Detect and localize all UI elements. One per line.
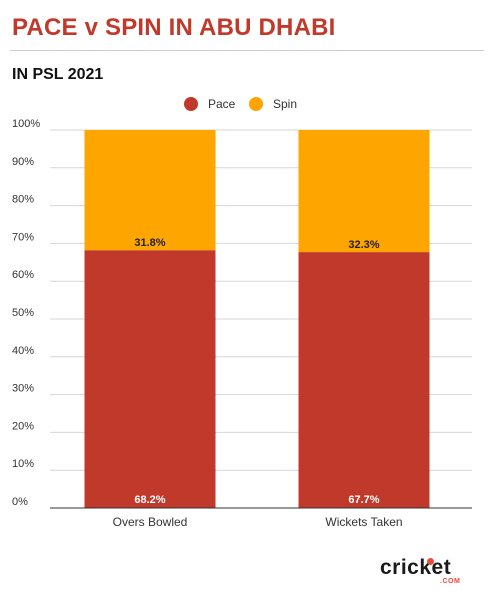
logo-domain: .COM	[440, 578, 461, 585]
data-label: 31.8%	[134, 237, 165, 249]
title-divider	[10, 50, 484, 51]
y-tick-label: 60%	[12, 269, 34, 281]
logo-dot-icon	[427, 558, 434, 565]
chart-subtitle: IN PSL 2021	[12, 66, 104, 83]
y-tick-label: 100%	[12, 118, 40, 130]
logo-wordmark: cricket	[380, 556, 452, 579]
x-tick-label: Overs Bowled	[113, 515, 188, 529]
bar-spin-wickets-taken	[298, 130, 430, 253]
x-tick-label: Wickets Taken	[325, 515, 402, 529]
bar-spin-overs-bowled	[84, 130, 216, 251]
legend-swatch-pace	[184, 97, 198, 111]
chart-title: PACE v SPIN IN ABU DHABI	[12, 14, 336, 41]
data-label: 32.3%	[348, 239, 379, 251]
y-tick-label: 70%	[12, 231, 34, 243]
data-label: 68.2%	[134, 494, 165, 506]
y-tick-label: 30%	[12, 383, 34, 395]
y-tick-label: 50%	[12, 307, 34, 319]
legend-label-pace: Pace	[208, 97, 236, 111]
y-tick-label: 10%	[12, 458, 34, 470]
y-tick-label: 20%	[12, 420, 34, 432]
data-label: 67.7%	[348, 494, 379, 506]
legend-swatch-spin	[249, 97, 263, 111]
y-tick-label: 90%	[12, 156, 34, 168]
y-tick-label: 80%	[12, 194, 34, 206]
bar-pace-overs-bowled	[84, 250, 216, 509]
legend-label-spin: Spin	[273, 97, 297, 111]
cricket-logo: cricket .COM	[380, 556, 484, 586]
y-tick-label: 0%	[12, 496, 28, 508]
bar-pace-wickets-taken	[298, 252, 430, 508]
y-tick-label: 40%	[12, 345, 34, 357]
